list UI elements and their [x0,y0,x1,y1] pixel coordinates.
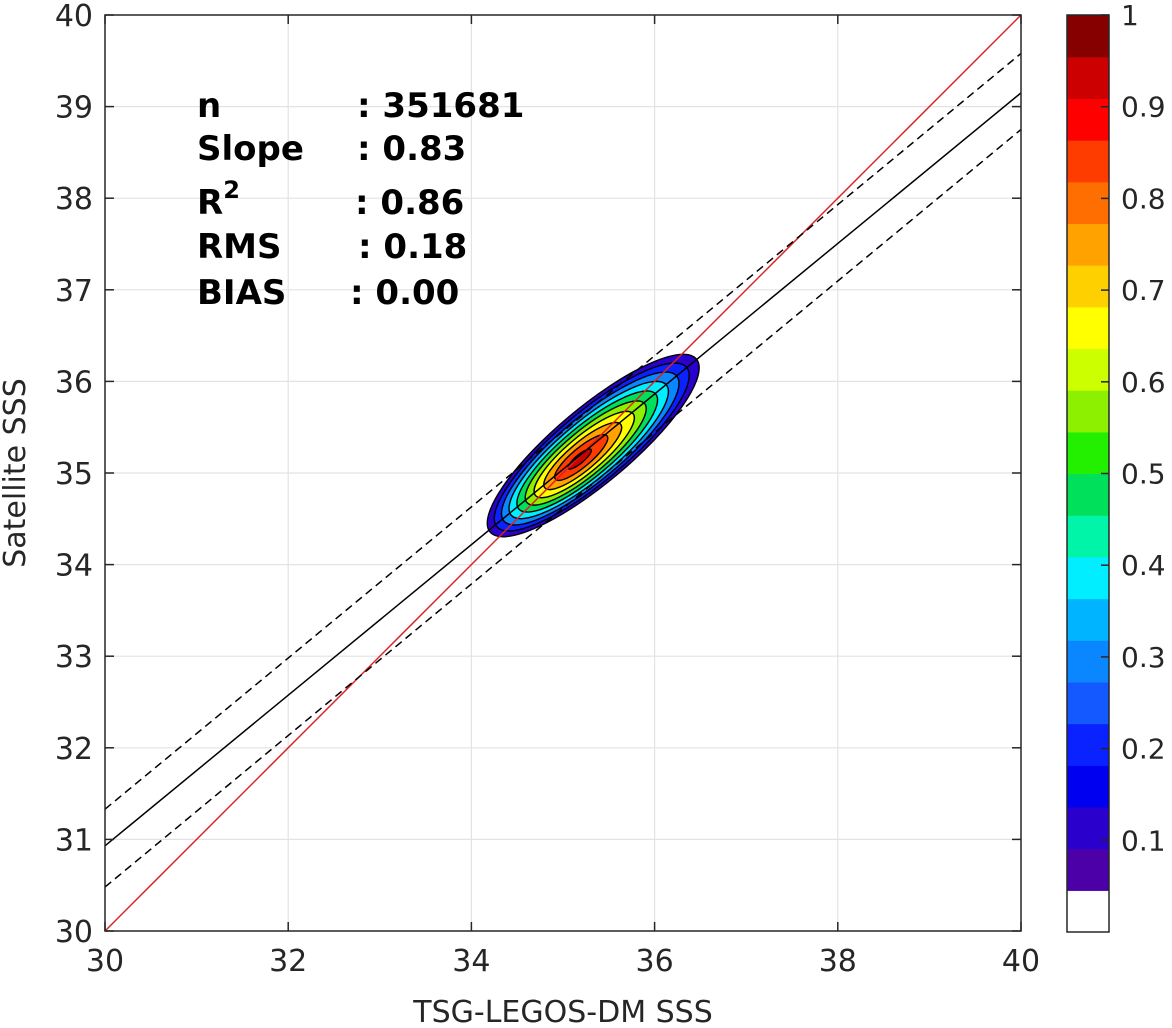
x-tick-label: 36 [636,944,674,979]
grid-lines [105,15,1021,931]
colorbar-segment [1067,223,1109,266]
upper-bound-line [105,52,1021,810]
stat-value: : 351681 [357,86,524,126]
colorbar: 0.1 0.2 0.3 0.4 0.5 0.6 0.7 0.8 0.9 1 [1066,0,1166,933]
colorbar-segment [1067,515,1109,558]
stat-label: n [197,86,221,126]
x-axis-ticks: 30 32 34 36 38 40 [86,15,1040,979]
colorbar-segment [1067,806,1109,850]
y-tick-label: 30 [55,915,93,950]
colorbar-tick-label: 0.9 [1121,91,1166,124]
y-axis-ticks: 30 31 32 33 34 35 36 37 38 39 40 [55,0,1021,950]
colorbar-tick-label: 0.5 [1121,458,1166,491]
colorbar-segment [1067,681,1109,725]
colorbar-tick-label: 0.8 [1121,182,1166,215]
y-tick-label: 37 [55,274,93,309]
y-tick-label: 34 [55,549,93,584]
x-tick-label: 38 [819,944,857,979]
colorbar-segment [1067,98,1109,141]
x-tick-label: 34 [452,944,490,979]
stat-value: : 0.86 [355,183,464,223]
colorbar-tick-label: 0.4 [1121,549,1166,582]
y-tick-label: 31 [55,823,93,858]
x-tick-label: 40 [1002,944,1040,979]
colorbar-segment [1067,598,1109,641]
colorbar-segment [1067,140,1109,183]
colorbar-tick-label: 0.7 [1121,274,1166,307]
y-axis-label: Satellite SSS [0,378,33,568]
colorbar-segment [1067,15,1109,58]
colorbar-segment [1067,473,1109,516]
stat-value: : 0.83 [357,129,466,169]
x-tick-label: 32 [269,944,307,979]
y-tick-label: 40 [55,0,93,34]
stat-label: RMS [197,227,282,267]
colorbar-segment [1067,556,1109,600]
colorbar-tick-label: 0.1 [1121,824,1166,857]
colorbar-segment [1067,348,1109,391]
regression-line [105,92,1021,847]
colorbar-segment [1067,390,1109,433]
colorbar-tick-label: 0.3 [1121,641,1166,674]
stat-value: : 0.18 [358,227,467,267]
fit-lines [105,15,1021,931]
y-tick-label: 35 [55,457,93,492]
y-tick-label: 36 [55,365,93,400]
x-axis-label: TSG-LEGOS-DM SSS [412,995,713,1028]
colorbar-tick-label: 1 [1121,0,1139,32]
colorbar-segment [1067,848,1109,891]
colorbar-segment [1067,181,1109,225]
y-tick-label: 32 [55,732,93,767]
colorbar-tick-label: 0.6 [1121,366,1166,399]
stat-value: : 0.00 [350,273,459,313]
colorbar-segment [1067,265,1109,308]
y-tick-label: 33 [55,640,93,675]
y-tick-label: 39 [55,91,93,126]
colorbar-segment [1067,306,1109,350]
one-to-one-line [105,15,1021,931]
stat-label: Slope [197,129,304,169]
lower-bound-line [105,128,1021,888]
y-tick-label: 38 [55,182,93,217]
colorbar-segment [1067,640,1109,683]
colorbar-segment [1067,431,1109,475]
stat-label: BIAS [197,273,286,313]
colorbar-tick-label: 0.2 [1121,733,1166,766]
colorbar-segment [1067,890,1109,933]
colorbar-segment [1067,723,1109,766]
x-tick-label: 30 [86,944,124,979]
colorbar-segment [1067,765,1109,808]
colorbar-segment [1067,56,1109,99]
